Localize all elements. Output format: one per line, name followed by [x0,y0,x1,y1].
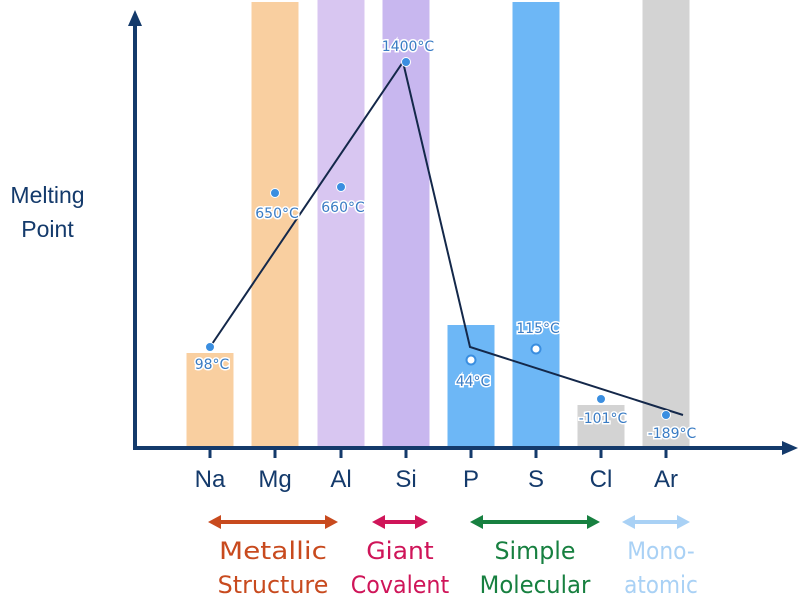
data-point-na [205,342,215,352]
x-tick-label: Na [195,466,226,493]
bar-mg [251,2,299,446]
group-arrow-left-head [622,515,635,529]
data-label-p: 44°C [456,374,491,390]
group-label-line2: Structure [218,571,329,599]
group-label-line1: Metallic [219,537,327,565]
data-label-al: 660°C [321,200,365,216]
group-arrow-left-head [470,515,483,529]
group-arrow-right-head [325,515,338,529]
group-label-line1: Giant [366,537,434,565]
x-tick-label: Al [330,466,351,493]
data-label-cl: -101°C [579,411,628,427]
data-point-cl [596,394,606,404]
data-label-mg: 650°C [255,206,299,222]
group-label-line2: Molecular [480,571,591,599]
bar-na [186,353,234,446]
group-label-line1: Mono- [627,537,695,565]
x-tick-label: S [528,466,544,493]
x-axis-arrow [782,441,798,455]
x-tick-label: Si [395,466,416,493]
data-point-mg [270,188,280,198]
data-label-na: 98°C [195,357,230,373]
y-axis-arrow [128,10,142,26]
x-tick-label: Ar [654,466,678,493]
group-label-line2: atomic [624,571,698,599]
group-arrow-left-head [208,515,221,529]
group-label-line2: Covalent [351,571,449,599]
group-arrow-right-head [587,515,600,529]
group-label-line1: Simple [495,537,576,565]
data-point-ar [661,410,671,420]
data-point-si [401,57,411,67]
bar-al [317,0,365,446]
trend-line [209,59,684,416]
x-tick-label: P [463,466,479,493]
data-point-al [336,182,346,192]
data-label-s: 115°C [516,321,560,337]
data-label-ar: -189°C [648,426,697,442]
group-arrow-left-head [372,515,385,529]
x-tick-label: Mg [258,466,291,493]
group-arrow-right-head [415,515,428,529]
y-axis-label: Melting Point [10,182,85,242]
bar-s [512,2,560,446]
x-tick-label: Cl [590,466,613,493]
bar-cl [577,405,625,446]
data-point-s [530,343,542,355]
data-point-p [465,354,477,366]
group-arrow-right-head [677,515,690,529]
bar-ar [642,0,690,446]
data-label-si: 1400°C [382,39,435,55]
bar-p [447,325,495,446]
